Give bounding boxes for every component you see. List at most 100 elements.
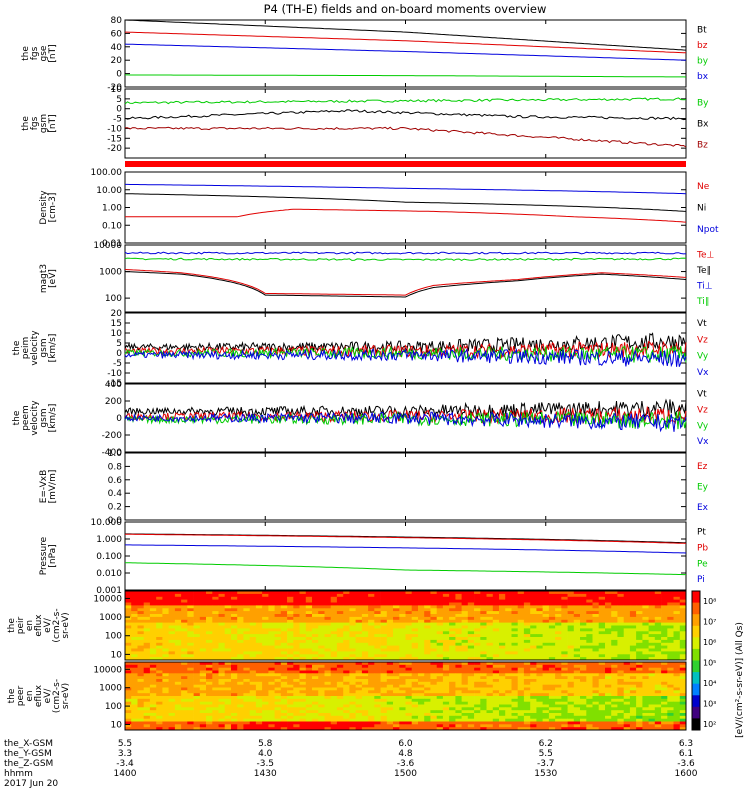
- spectrogram-cell: [580, 687, 587, 691]
- y-axis-label-line: Pressure: [39, 536, 49, 575]
- spectrogram-cell: [149, 654, 157, 658]
- spectrogram-cell: [474, 614, 481, 618]
- spectrogram-cell: [280, 707, 288, 711]
- spectrogram-cell: [548, 679, 556, 683]
- legend-entry: Ti∥: [696, 297, 709, 307]
- spectrogram-cell: [480, 701, 487, 705]
- spectrogram-cell: [268, 637, 275, 641]
- spectrogram-cell: [517, 608, 525, 612]
- spectrogram-cell: [673, 619, 681, 624]
- spectrogram-cell: [218, 651, 226, 655]
- spectrogram-cell: [598, 707, 606, 711]
- spectrogram-cell: [318, 718, 325, 722]
- spectrogram-cell: [430, 634, 437, 638]
- spectrogram-cell: [586, 619, 593, 624]
- legend-entry: by: [697, 57, 709, 67]
- spectrogram-cell: [636, 657, 643, 661]
- spectrogram-cell: [561, 639, 568, 644]
- spectrogram-cell: [293, 631, 300, 635]
- spectrogram-cell: [499, 698, 506, 702]
- spectrogram-cell: [673, 676, 681, 680]
- spectrogram-cell: [586, 724, 593, 728]
- spectrogram-cell: [611, 662, 618, 666]
- spectrogram-cell: [467, 596, 475, 601]
- spectrogram-cell: [206, 639, 213, 644]
- spectrogram-cell: [667, 724, 674, 728]
- spectrogram-cell: [149, 676, 157, 680]
- spectrogram-cell: [181, 662, 188, 666]
- spectrogram-cell: [548, 701, 556, 705]
- spectrogram-cell: [598, 599, 606, 603]
- spectrogram-cell: [530, 673, 537, 677]
- spectrogram-cell: [418, 651, 425, 655]
- spectrogram-cell: [274, 724, 282, 728]
- spectrogram-cell: [131, 710, 138, 714]
- spectrogram-cell: [181, 696, 188, 700]
- spectrogram-cell: [405, 684, 413, 688]
- spectrogram-cell: [243, 670, 250, 674]
- spectrogram-cell: [399, 721, 406, 725]
- spectrogram-cell: [499, 662, 506, 666]
- spectrogram-cell: [505, 614, 512, 618]
- spectrogram-cell: [598, 593, 606, 598]
- spectrogram-cell: [536, 619, 543, 624]
- spectrogram-cell: [586, 608, 593, 612]
- spectrogram-cell: [312, 596, 319, 601]
- spectrogram-cell: [430, 593, 437, 598]
- spectrogram-cell: [212, 721, 219, 725]
- spectrogram-cell: [280, 616, 288, 621]
- spectrogram-cell: [418, 727, 425, 731]
- spectrogram-cell: [318, 679, 325, 683]
- spectrogram-cell: [212, 701, 219, 705]
- spectrogram-cell: [673, 602, 681, 606]
- spectrogram-cell: [667, 654, 674, 658]
- spectrogram-cell: [393, 718, 400, 722]
- spectrogram-cell: [411, 654, 419, 658]
- spectrogram-cell: [536, 664, 543, 668]
- spectrogram-cell: [368, 642, 375, 647]
- spectrogram-cell: [318, 639, 325, 644]
- spectrogram-cell: [299, 611, 307, 615]
- spectrogram-cell: [305, 673, 313, 677]
- spectrogram-cell: [143, 608, 151, 612]
- spectrogram-cell: [536, 631, 543, 635]
- spectrogram-cell: [156, 724, 163, 728]
- spectrogram-cell: [474, 724, 481, 728]
- spectrogram-cell: [149, 639, 157, 644]
- spectrogram-cell: [149, 631, 157, 635]
- spectrogram-cell: [511, 616, 519, 621]
- spectrogram-cell: [629, 628, 637, 632]
- spectrogram-cell: [168, 704, 176, 708]
- spectrogram-cell: [517, 611, 525, 615]
- spectrogram-cell: [499, 673, 506, 677]
- spectrogram-cell: [156, 673, 163, 677]
- spectrogram-cell: [505, 599, 512, 603]
- spectrogram-cell: [249, 718, 257, 722]
- spectrogram-cell: [449, 628, 456, 632]
- y-axis-label-line: en: [25, 620, 35, 631]
- spectrogram-cell: [561, 608, 568, 612]
- spectrogram-cell: [162, 634, 169, 638]
- spectrogram-cell: [461, 628, 469, 632]
- spectrogram-cell: [374, 718, 381, 722]
- spectrogram-cell: [605, 684, 612, 688]
- spectrogram-cell: [218, 648, 226, 652]
- spectrogram-cell: [224, 687, 232, 691]
- spectrogram-cell: [661, 715, 668, 719]
- spectrogram-cell: [586, 670, 593, 674]
- spectrogram-cell: [411, 696, 419, 700]
- spectrogram-cell: [467, 608, 475, 612]
- spectrogram-cell: [486, 710, 494, 714]
- spectrogram-cell: [399, 670, 406, 674]
- spectrogram-cell: [654, 673, 662, 677]
- spectrogram-cell: [330, 707, 338, 711]
- spectrogram-cell: [399, 639, 406, 644]
- spectrogram-cell: [280, 593, 288, 598]
- spectrogram-cell: [361, 707, 369, 711]
- spectrogram-cell: [449, 591, 456, 595]
- spectrogram-cell: [380, 648, 388, 652]
- spectrogram-cell: [255, 625, 263, 629]
- spectrogram-cell: [617, 637, 624, 641]
- spectrogram-cell: [455, 696, 462, 700]
- spectrogram-cell: [642, 681, 649, 685]
